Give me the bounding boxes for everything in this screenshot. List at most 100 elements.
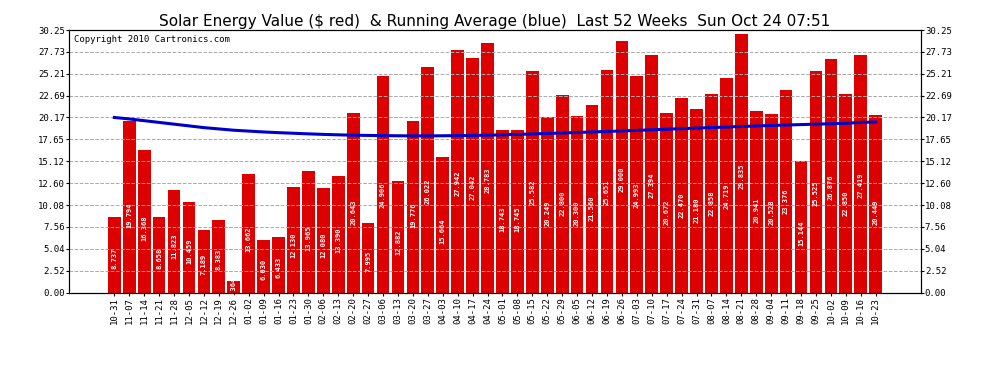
Text: 22.800: 22.800 [559,191,565,216]
Text: 22.850: 22.850 [842,190,848,216]
Bar [735,34,747,292]
Bar [346,113,359,292]
Text: 12.130: 12.130 [290,232,296,258]
Text: 26.022: 26.022 [425,178,431,204]
Bar [869,115,882,292]
Bar [720,78,733,292]
Text: Copyright 2010 Cartronics.com: Copyright 2010 Cartronics.com [73,35,230,44]
Text: 18.743: 18.743 [500,207,506,232]
Bar [481,43,494,292]
Bar [705,94,718,292]
Text: 25.582: 25.582 [530,180,536,206]
Text: 16.368: 16.368 [142,216,148,242]
Bar [377,76,389,292]
Bar [466,58,479,292]
Text: 27.942: 27.942 [454,171,460,196]
Text: 20.941: 20.941 [753,198,759,223]
Bar [302,171,315,292]
Bar [795,161,808,292]
Text: 29.835: 29.835 [739,163,744,189]
Bar [825,59,838,292]
Text: 22.858: 22.858 [709,190,715,216]
Bar [272,237,285,292]
Title: Solar Energy Value ($ red)  & Running Average (blue)  Last 52 Weeks  Sun Oct 24 : Solar Energy Value ($ red) & Running Ave… [159,14,831,29]
Bar [123,121,136,292]
Text: 25.525: 25.525 [813,180,819,206]
Text: 13.662: 13.662 [246,226,251,252]
Bar [213,220,225,292]
Bar [182,202,195,292]
Bar [407,121,419,292]
Text: 22.470: 22.470 [678,192,685,217]
Bar [690,109,703,292]
Text: 27.419: 27.419 [857,172,863,198]
Text: 6.030: 6.030 [260,258,266,280]
Text: 21.180: 21.180 [694,197,700,222]
Bar [749,111,762,292]
Bar [586,105,598,292]
Bar [675,98,688,292]
Text: 24.993: 24.993 [634,182,640,208]
Text: 18.745: 18.745 [515,207,521,232]
Bar [810,71,823,292]
Bar [451,50,464,292]
Text: 19.776: 19.776 [410,202,416,228]
Bar [437,157,449,292]
Text: 19.794: 19.794 [127,202,133,228]
Bar [765,114,777,292]
Text: 13.390: 13.390 [336,228,342,253]
Text: 29.000: 29.000 [619,166,625,192]
Bar [392,181,404,292]
Bar [631,76,644,292]
Text: 8.383: 8.383 [216,249,222,270]
Bar [257,240,270,292]
Text: 15.144: 15.144 [798,220,804,246]
Bar [317,188,330,292]
Bar [422,67,435,292]
Bar [167,190,180,292]
Bar [526,70,539,292]
Text: 20.528: 20.528 [768,200,774,225]
Text: 25.651: 25.651 [604,180,610,205]
Text: 1.364: 1.364 [231,276,237,298]
Bar [228,280,241,292]
Bar [152,217,165,292]
Bar [854,55,867,292]
Text: 8.658: 8.658 [156,248,162,269]
Text: 7.995: 7.995 [365,251,371,272]
Bar [541,117,553,292]
Bar [645,55,658,292]
Text: 13.965: 13.965 [305,225,312,251]
Text: 10.459: 10.459 [186,239,192,264]
Bar [601,70,613,292]
Text: 24.906: 24.906 [380,183,386,208]
Bar [555,94,568,292]
Text: 23.376: 23.376 [783,189,789,214]
Bar [243,174,255,292]
Text: 7.189: 7.189 [201,254,207,275]
Text: 27.394: 27.394 [648,173,654,198]
Bar [660,113,673,292]
Text: 15.664: 15.664 [440,219,446,244]
Bar [840,94,852,292]
Text: 20.672: 20.672 [663,199,669,225]
Text: 26.876: 26.876 [828,175,834,200]
Text: 11.823: 11.823 [171,234,177,259]
Bar [616,41,629,292]
Text: 28.783: 28.783 [484,167,490,193]
Bar [332,176,345,292]
Text: 12.080: 12.080 [321,232,327,258]
Text: 12.882: 12.882 [395,230,401,255]
Text: 21.560: 21.560 [589,195,595,221]
Text: 27.042: 27.042 [469,174,475,200]
Bar [138,150,150,292]
Bar [571,116,583,292]
Text: 20.300: 20.300 [574,201,580,226]
Bar [496,130,509,292]
Bar [287,187,300,292]
Bar [108,217,121,292]
Bar [511,130,524,292]
Bar [361,223,374,292]
Text: 6.433: 6.433 [275,257,281,278]
Text: 20.449: 20.449 [872,200,879,225]
